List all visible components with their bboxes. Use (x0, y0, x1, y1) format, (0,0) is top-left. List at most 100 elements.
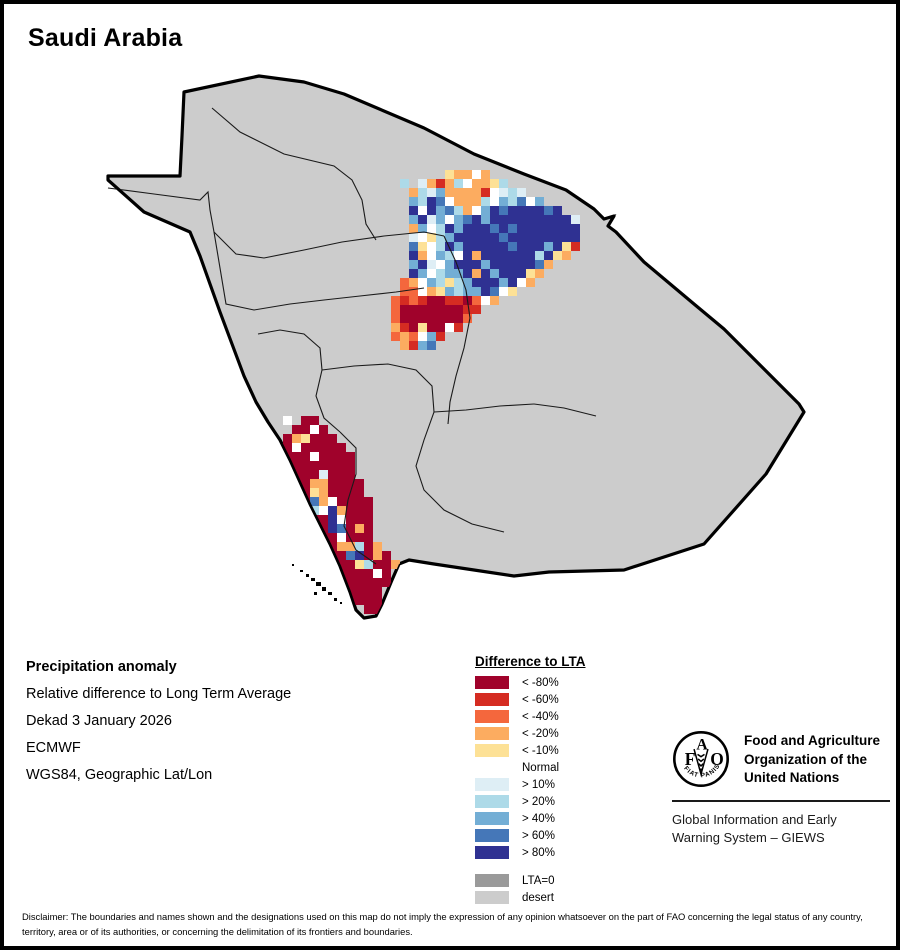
raster-cell (328, 533, 337, 542)
raster-cell (427, 341, 436, 350)
raster-cell (562, 215, 571, 224)
raster-cell (526, 215, 535, 224)
raster-cell (355, 506, 364, 515)
giews-programme-name: Global Information and Early Warning Sys… (672, 811, 890, 848)
raster-cell (427, 215, 436, 224)
raster-cell (508, 215, 517, 224)
raster-cell (463, 314, 472, 323)
raster-cell (454, 305, 463, 314)
raster-cell (463, 206, 472, 215)
raster-cell (355, 578, 364, 587)
raster-cell (553, 206, 562, 215)
raster-cell (355, 551, 364, 560)
raster-cell (409, 269, 418, 278)
raster-cell (409, 332, 418, 341)
raster-cell (409, 206, 418, 215)
raster-cell (301, 470, 310, 479)
raster-cell (337, 524, 346, 533)
raster-cell (463, 197, 472, 206)
legend-swatch (475, 812, 509, 825)
raster-cell (382, 551, 391, 560)
raster-cell (319, 461, 328, 470)
raster-cell (499, 197, 508, 206)
raster-cell (436, 188, 445, 197)
raster-cell (445, 242, 454, 251)
raster-cell (337, 470, 346, 479)
raster-cell (436, 215, 445, 224)
raster-cell (328, 443, 337, 452)
raster-cell (526, 278, 535, 287)
raster-cell (508, 242, 517, 251)
caption-line-projection: WGS84, Geographic Lat/Lon (26, 767, 213, 783)
raster-cell (391, 305, 400, 314)
raster-cell (535, 242, 544, 251)
fao-divider (672, 800, 890, 802)
raster-cell (472, 296, 481, 305)
raster-cell (364, 506, 373, 515)
raster-cell (283, 416, 292, 425)
raster-cell (508, 233, 517, 242)
raster-cell (463, 278, 472, 287)
legend-swatch (475, 846, 509, 859)
raster-cell (418, 287, 427, 296)
raster-cell (319, 524, 328, 533)
raster-cell (472, 206, 481, 215)
raster-cell (472, 269, 481, 278)
raster-cell (427, 314, 436, 323)
raster-cell (373, 560, 382, 569)
legend-row: < -40% (475, 708, 645, 725)
raster-cell (346, 506, 355, 515)
legend-label: < -80% (522, 676, 559, 689)
raster-cell (283, 434, 292, 443)
raster-cell (454, 206, 463, 215)
raster-cell (445, 305, 454, 314)
raster-cell (283, 443, 292, 452)
raster-cell (292, 452, 301, 461)
raster-cell (490, 215, 499, 224)
raster-cell (391, 560, 400, 569)
raster-cell (400, 278, 409, 287)
caption-block: Precipitation anomaly Relative differenc… (26, 659, 446, 794)
raster-cell (301, 452, 310, 461)
raster-cell (346, 578, 355, 587)
raster-cell (355, 497, 364, 506)
raster-cell (454, 179, 463, 188)
raster-cell (409, 341, 418, 350)
raster-cell (427, 188, 436, 197)
fao-name-line-2: Organization of the (744, 751, 867, 767)
raster-cell (418, 314, 427, 323)
legend: Difference to LTA < -80% < -60% < -40% < -2… (475, 654, 645, 906)
raster-cell (445, 233, 454, 242)
legend-row: > 40% (475, 810, 645, 827)
raster-cell (364, 578, 373, 587)
legend-items: < -80% < -60% < -40% < -20% < -10% Normal > 10… (475, 674, 645, 861)
raster-cell (283, 470, 292, 479)
legend-label: > 60% (522, 829, 555, 842)
raster-cell (481, 269, 490, 278)
raster-cell (499, 251, 508, 260)
raster-cell (463, 305, 472, 314)
raster-cell (418, 179, 427, 188)
raster-cell (319, 452, 328, 461)
raster-cell (328, 452, 337, 461)
raster-cell (481, 179, 490, 188)
raster-cell (562, 242, 571, 251)
raster-cell (499, 188, 508, 197)
raster-cell (337, 542, 346, 551)
raster-cell (292, 443, 301, 452)
fao-name-line-1: Food and Agriculture (744, 733, 880, 748)
legend-label: < -60% (522, 693, 559, 706)
map-graphic[interactable] (4, 4, 900, 904)
raster-cell (490, 251, 499, 260)
legend-row: < -10% (475, 742, 645, 759)
raster-cell (454, 233, 463, 242)
legend-swatch (475, 761, 509, 774)
legend-label: > 80% (522, 846, 555, 859)
raster-cell (274, 452, 283, 461)
raster-cell (418, 224, 427, 233)
raster-cell (346, 569, 355, 578)
raster-cell (454, 260, 463, 269)
raster-cell (418, 251, 427, 260)
raster-cell (472, 197, 481, 206)
raster-cell (508, 188, 517, 197)
